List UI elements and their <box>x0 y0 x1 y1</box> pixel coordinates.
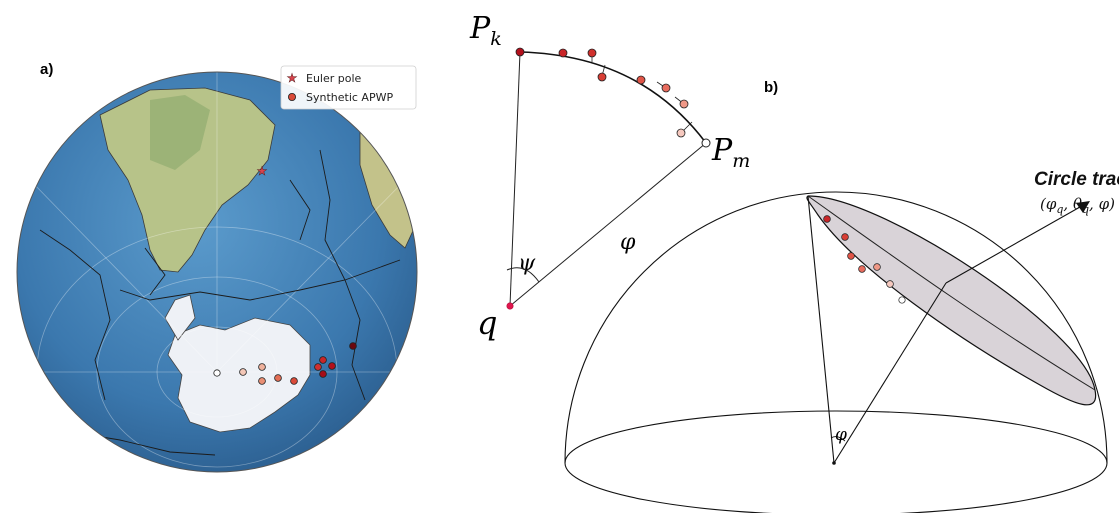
sector-point <box>587 48 597 58</box>
legend-synthetic-apwp: Synthetic APWP <box>306 91 393 104</box>
sector-point <box>661 83 671 93</box>
label-psi: ψ <box>518 251 536 276</box>
radius-q-pk <box>509 51 521 307</box>
panel-a: a) <box>16 61 418 473</box>
cone-line-right <box>833 282 947 464</box>
hemisphere-dome <box>564 191 1108 464</box>
sector-point <box>676 128 686 138</box>
ellipse-major-axis <box>807 195 1096 391</box>
apwp-point <box>328 362 336 370</box>
q-point <box>506 302 514 310</box>
apwp-point <box>319 356 327 364</box>
legend-box <box>280 65 417 110</box>
label-pm: Pm <box>711 133 750 172</box>
label-q: q <box>477 304 497 342</box>
apwp-point <box>258 363 266 371</box>
sector-point <box>597 72 607 82</box>
star-icon: ★ <box>287 71 298 85</box>
panel-b-sector: Pk Pm q ψ φ <box>469 11 750 342</box>
apwp-point <box>314 363 322 371</box>
ocean <box>17 72 417 472</box>
panel-a-label: a) <box>40 61 53 78</box>
hemisphere-base <box>564 410 1108 513</box>
pk-point <box>515 47 525 57</box>
trace-point <box>873 263 881 271</box>
apwp-points <box>213 342 357 385</box>
euler-pole-marker: ★ <box>256 164 268 179</box>
svg-text:★: ★ <box>257 164 268 178</box>
antarctic-peninsula <box>164 294 196 341</box>
trace-point <box>847 252 855 260</box>
globe: ★ <box>16 71 418 473</box>
sector-point <box>636 75 646 85</box>
trace-point <box>823 215 831 223</box>
trace-point <box>858 265 866 273</box>
legend-euler-pole: Euler pole <box>306 72 362 85</box>
small-circle-arc <box>519 51 707 144</box>
apwp-point <box>239 368 247 376</box>
sector-points <box>506 47 711 310</box>
cone-angle-arc <box>830 436 846 442</box>
legend: ★ Euler pole Synthetic APWP <box>280 65 417 110</box>
globe-outline <box>16 71 418 473</box>
sector-point <box>558 48 568 58</box>
panel-b-hemisphere: b) φ Circle trace (φq, θq, φ) <box>564 79 1119 513</box>
circle-trace-params: (φq, θq, φ) <box>1040 195 1115 216</box>
apwp-point <box>349 342 357 350</box>
circle-marker-icon <box>287 93 296 102</box>
trace-point <box>886 280 894 288</box>
circle-trace-title: Circle trace <box>1034 169 1119 190</box>
apwp-point <box>274 374 282 382</box>
apwp-point <box>213 369 221 377</box>
sector-point <box>679 99 689 109</box>
normal-arrow-line <box>945 206 1081 284</box>
cone-angle-label: φ <box>835 425 847 445</box>
apwp-point <box>290 377 298 385</box>
trace-point <box>841 233 849 241</box>
circle-trace-ellipse <box>806 195 1097 406</box>
arrow-head-icon <box>1076 201 1090 213</box>
label-pk: Pk <box>469 11 502 50</box>
angle-arc <box>506 267 540 283</box>
cone-line-left <box>807 195 835 464</box>
origin-point <box>832 461 836 465</box>
label-varphi: φ <box>620 230 636 255</box>
antarctica <box>167 317 311 433</box>
radius-q-pm <box>509 142 707 307</box>
pm-point <box>701 138 711 148</box>
ellipse-points <box>823 215 906 304</box>
apwp-point <box>319 370 327 378</box>
south-america-highland <box>150 95 210 170</box>
south-america <box>99 87 276 273</box>
panel-b-label: b) <box>764 79 778 96</box>
trace-point <box>898 296 906 304</box>
apwp-point <box>258 377 266 385</box>
